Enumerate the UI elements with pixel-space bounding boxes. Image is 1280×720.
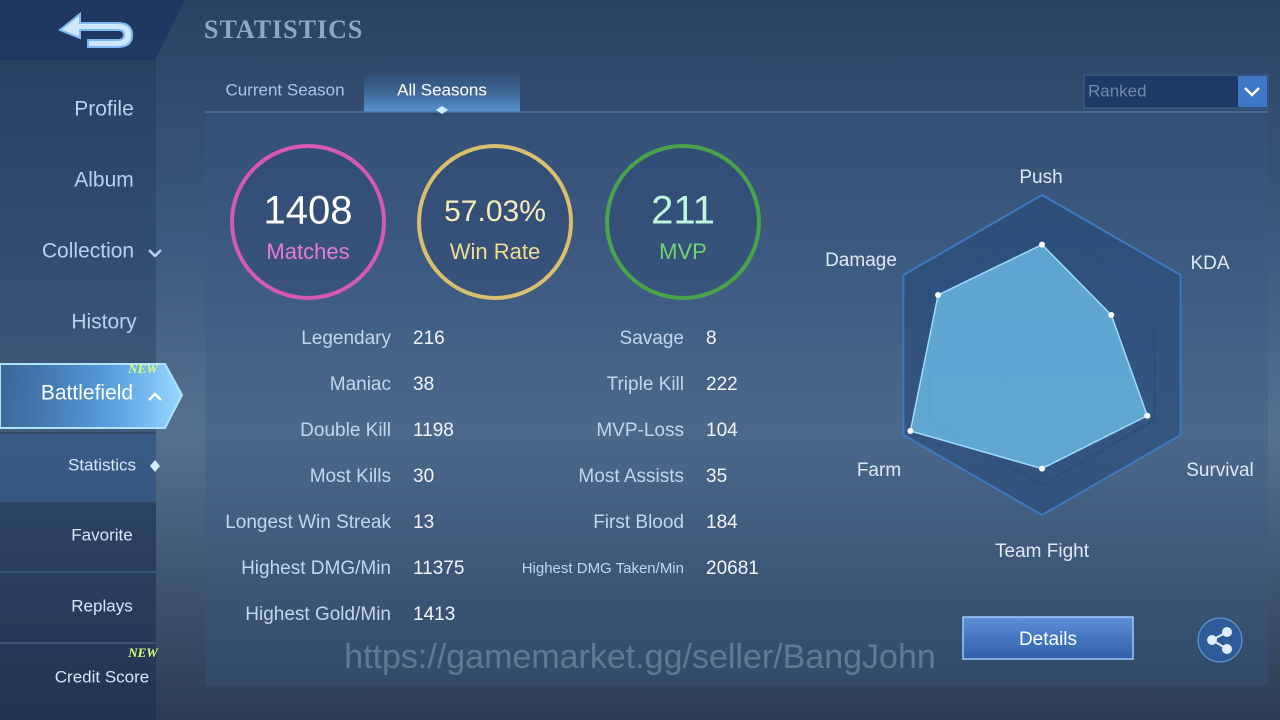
summary-ring: [605, 144, 761, 300]
submenu-item[interactable]: Statistics: [68, 455, 136, 474]
stat-value: 104: [706, 420, 738, 441]
share-icon: [1207, 627, 1232, 654]
chevron-up: [148, 392, 162, 401]
radar-point: [907, 428, 914, 434]
menu-item[interactable]: History: [71, 311, 137, 334]
stat-value: 216: [413, 328, 445, 349]
stat-label: Maniac: [330, 374, 391, 395]
submenu-bg: [0, 432, 156, 720]
details-button[interactable]: [962, 616, 1134, 660]
statistics-selected[interactable]: [0, 434, 156, 500]
stat-value: 11375: [413, 558, 464, 579]
radar-point: [1108, 312, 1115, 318]
stat-value: 20681: [706, 558, 759, 579]
stat-label: Triple Kill: [607, 374, 684, 395]
stat-label: Most Assists: [578, 466, 684, 487]
dropdown-chevron: [1244, 87, 1260, 97]
radar-point: [1144, 412, 1151, 419]
radar-point: [1039, 465, 1045, 472]
stat-label: MVP-Loss: [596, 420, 684, 441]
menu-item[interactable]: Album: [74, 169, 134, 192]
battlefield-highlight[interactable]: [0, 363, 184, 429]
stat-value: 30: [413, 466, 434, 487]
summary-label: Matches: [266, 239, 349, 264]
radar-axis-label: Team Fight: [995, 541, 1090, 562]
summary-label: Win Rate: [450, 239, 540, 264]
radar-axis-label: Farm: [857, 460, 901, 481]
stat-value: 13: [413, 512, 434, 533]
stat-value: 222: [706, 374, 738, 395]
share-button[interactable]: [1197, 617, 1243, 663]
submenu-item[interactable]: Replays: [71, 596, 132, 615]
back-icon[interactable]: [58, 11, 134, 48]
stat-label: Legendary: [301, 328, 391, 349]
summary-label: MVP: [659, 239, 707, 264]
radar-axis-label: Damage: [825, 250, 897, 271]
page-title: STATISTICS: [204, 15, 363, 44]
radar-axis-label: Survival: [1186, 460, 1254, 481]
stat-value: 184: [706, 512, 738, 533]
dropdown-button[interactable]: [1238, 76, 1267, 107]
chevron-down: [148, 249, 162, 258]
stat-value: 38: [413, 374, 434, 395]
new-badge: NEW: [127, 361, 159, 376]
radar-ring: [928, 223, 1156, 487]
dropdown-label[interactable]: Ranked: [1088, 81, 1147, 100]
stat-value: 35: [706, 466, 727, 487]
radar-point: [1039, 241, 1045, 248]
stat-value: 1198: [413, 420, 454, 441]
radar-axis-label: Push: [1019, 167, 1062, 188]
submenu-item[interactable]: Favorite: [71, 525, 132, 544]
menu-item[interactable]: Collection: [42, 240, 134, 263]
summary-value: 211: [651, 189, 715, 233]
stat-label: Savage: [620, 328, 684, 349]
stat-value: 1413: [413, 604, 455, 625]
radar-point: [935, 292, 942, 298]
radar-axis-label: KDA: [1190, 253, 1229, 274]
stat-label: Longest Win Streak: [225, 512, 391, 533]
stat-label: Highest DMG/Min: [241, 558, 391, 579]
summary-ring: [230, 144, 386, 300]
menu-item[interactable]: Battlefield: [41, 382, 133, 405]
summary-value: 1408: [264, 189, 353, 233]
tab-active[interactable]: All Seasons: [397, 80, 487, 99]
dropdown[interactable]: [1083, 74, 1269, 109]
tab-active-bg: [364, 75, 520, 112]
menu-item[interactable]: Profile: [74, 98, 134, 121]
tab[interactable]: Current Season: [225, 80, 344, 99]
summary-ring: [417, 144, 573, 300]
stat-label: Highest DMG Taken/Min: [522, 560, 684, 577]
new-badge: NEW: [127, 645, 159, 660]
stat-label: Most Kills: [310, 466, 391, 487]
stat-label: First Blood: [593, 512, 684, 533]
stat-label: Double Kill: [300, 420, 391, 441]
details-label[interactable]: Details: [1019, 629, 1077, 650]
submenu-item[interactable]: Credit Score: [55, 667, 149, 686]
tab-marker: [436, 106, 448, 114]
stat-label: Highest Gold/Min: [245, 604, 391, 625]
summary-value: 57.03%: [444, 195, 546, 228]
selected-marker: [150, 460, 160, 472]
watermark: https://gamemarket.gg/seller/BangJohn: [344, 638, 936, 676]
stat-value: 8: [706, 328, 717, 349]
